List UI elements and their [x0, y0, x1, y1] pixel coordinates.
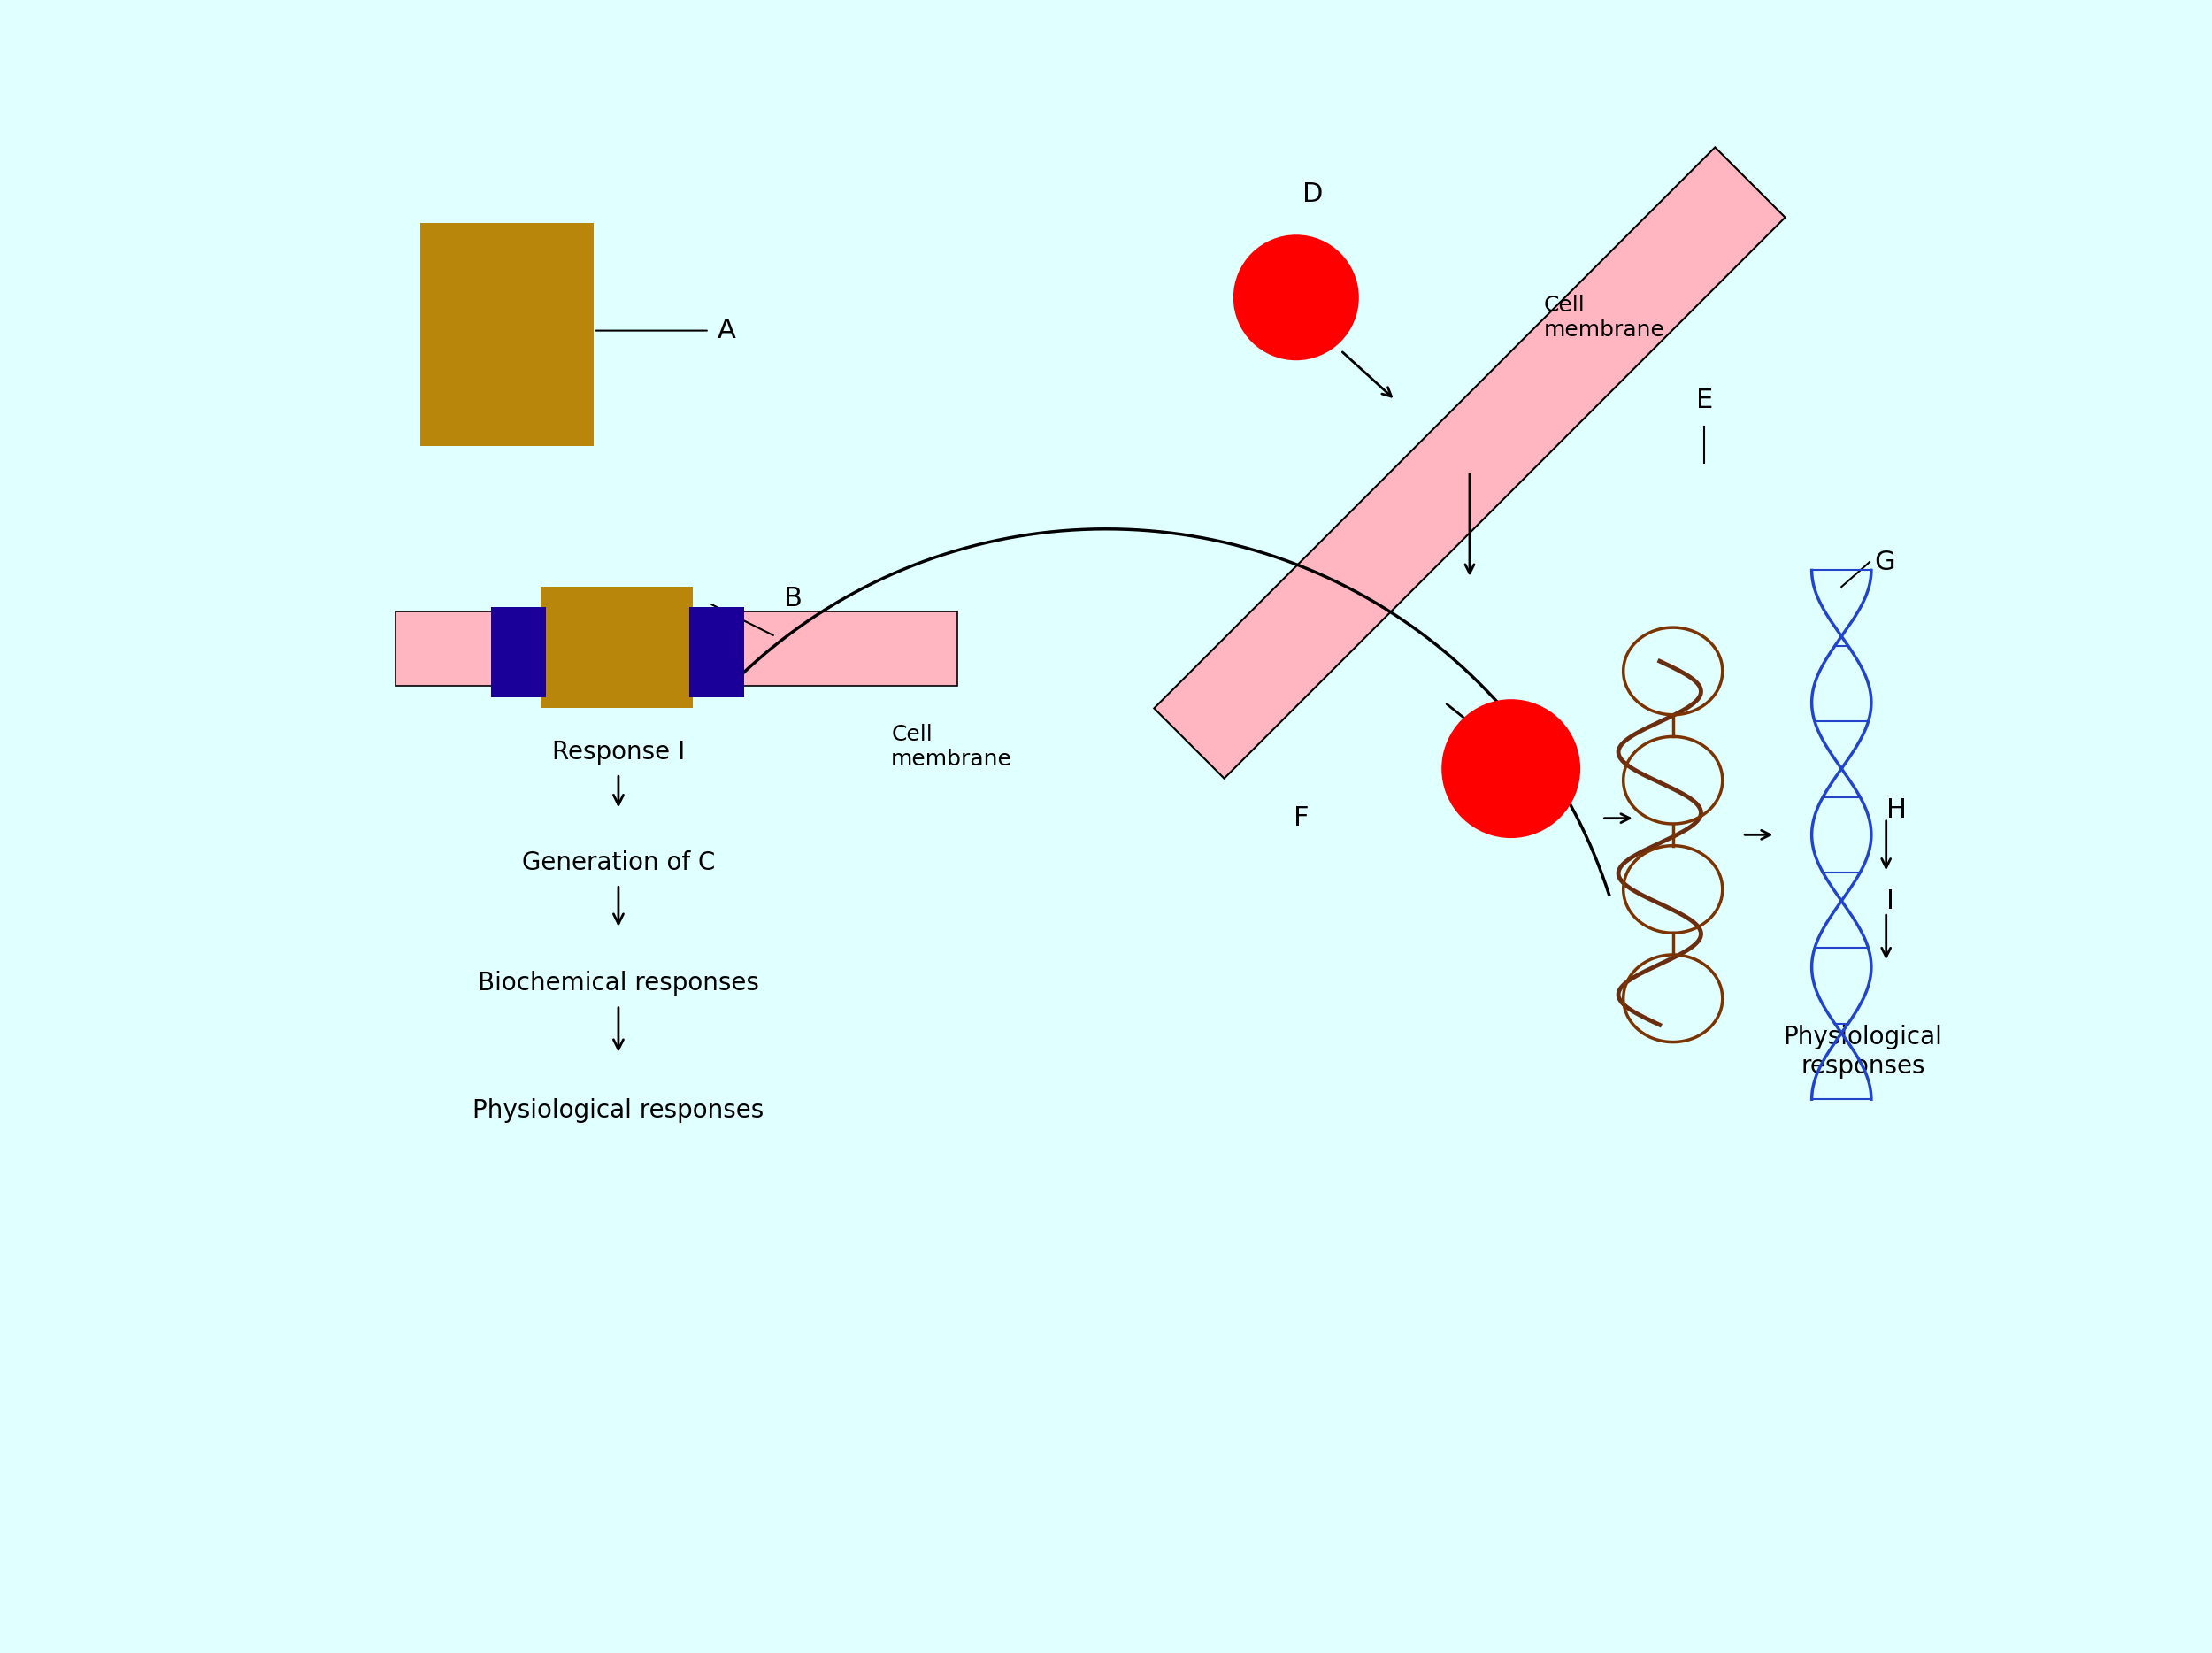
- Polygon shape: [1155, 147, 1785, 779]
- Text: Physiological responses: Physiological responses: [473, 1099, 763, 1122]
- Text: I: I: [1887, 888, 1893, 914]
- Text: Cell
membrane: Cell membrane: [1544, 294, 1666, 341]
- Text: H: H: [1887, 797, 1907, 823]
- Text: G: G: [1874, 549, 1896, 575]
- Text: E: E: [1697, 387, 1712, 413]
- Bar: [540, 587, 692, 707]
- Bar: [690, 607, 743, 698]
- Text: Physiological
responses: Physiological responses: [1783, 1025, 1942, 1078]
- Text: D: D: [1303, 180, 1323, 207]
- Circle shape: [1234, 235, 1358, 360]
- Text: Biochemical responses: Biochemical responses: [478, 972, 759, 995]
- Text: Response I: Response I: [553, 741, 686, 764]
- Bar: [491, 607, 546, 698]
- Bar: [420, 223, 593, 446]
- Text: A: A: [717, 317, 737, 344]
- Text: F: F: [1294, 805, 1310, 831]
- Bar: [396, 612, 958, 686]
- Text: Cell
membrane: Cell membrane: [891, 724, 1013, 770]
- Text: B: B: [783, 585, 803, 612]
- Text: Generation of C: Generation of C: [522, 851, 714, 874]
- Circle shape: [1442, 699, 1579, 838]
